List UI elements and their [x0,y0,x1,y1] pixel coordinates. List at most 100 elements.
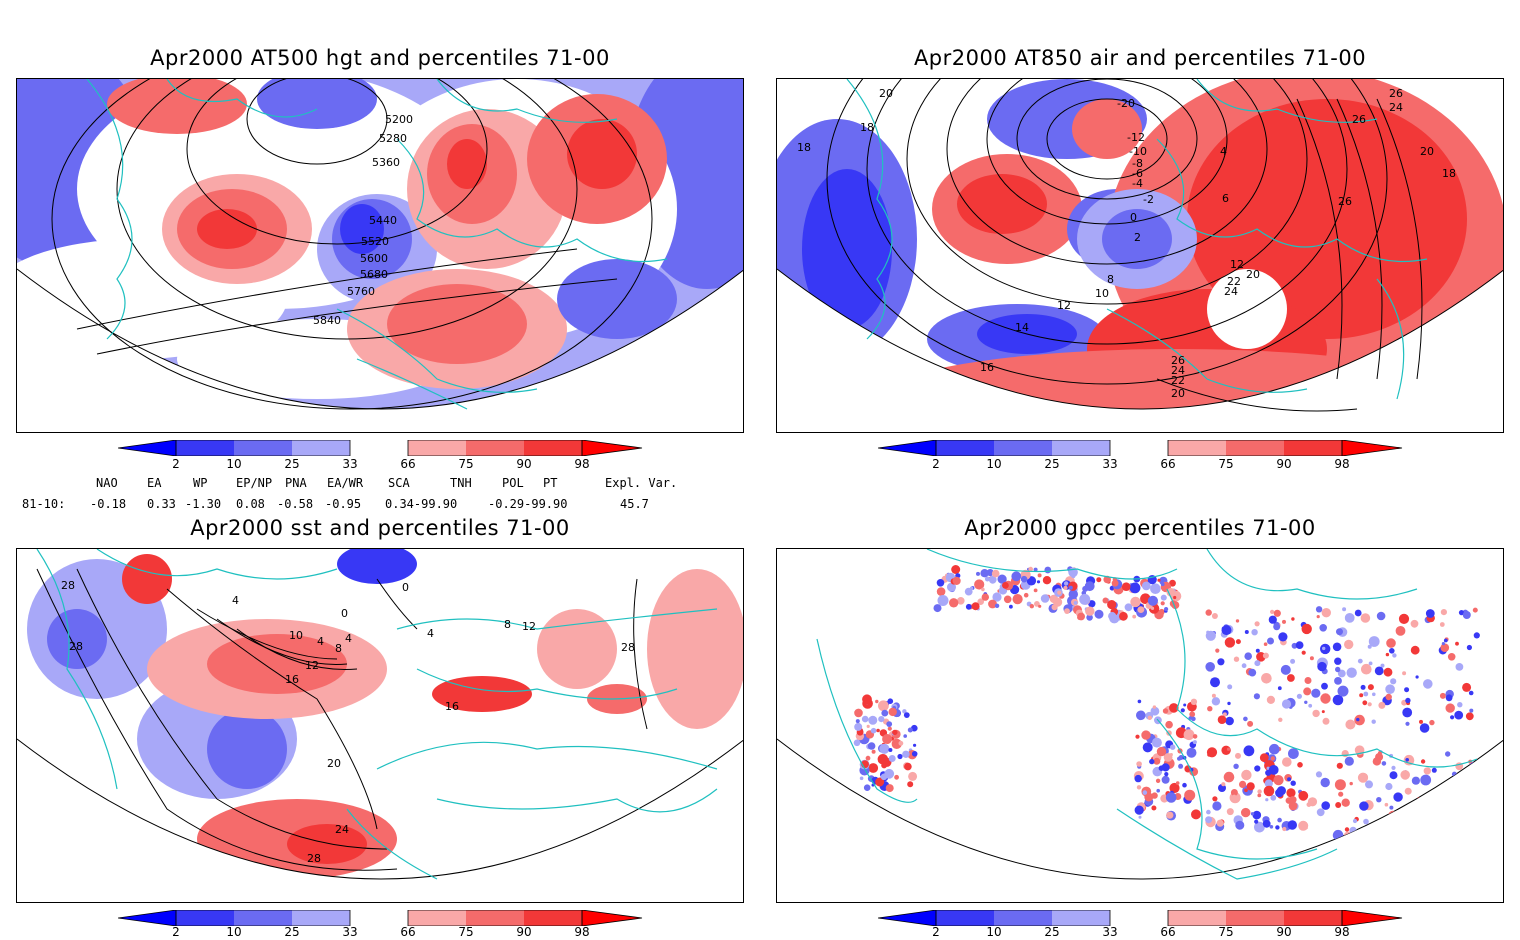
precip-anomaly-patch [1394,810,1403,818]
contour-label: 20 [327,757,341,770]
precip-anomaly-patch [1020,575,1028,583]
precip-anomaly-patch [1419,719,1423,724]
precip-anomaly-patch [1466,796,1473,803]
contour-label: 10 [1095,287,1109,300]
precip-anomaly-patch [1206,809,1211,815]
contour-label: -4 [1132,177,1143,190]
precip-anomaly-patch [888,755,896,762]
precip-anomaly-patch [1363,818,1369,825]
precip-anomaly-patch [903,734,907,738]
precip-anomaly-patch [1410,619,1419,628]
precip-anomaly-patch [878,716,885,723]
precip-anomaly-patch [1346,667,1357,678]
precip-anomaly-patch [1129,582,1141,594]
precip-anomaly-patch [1311,688,1321,698]
precip-anomaly-patch [1262,652,1269,659]
colorbar-label: 33 [342,925,358,939]
precip-anomaly-patch [1150,606,1155,610]
precip-anomaly-patch [1068,589,1078,599]
contour-label: 14 [1015,321,1029,334]
precip-anomaly-patch [1136,785,1142,790]
contour-label: 20 [1171,387,1185,400]
precip-anomaly-patch [868,715,878,725]
precip-anomaly-patch [1410,645,1420,655]
precip-anomaly-patch [951,565,961,574]
precip-anomaly-patch [902,709,907,714]
precip-anomaly-patch [1360,613,1371,623]
precip-anomaly-patch [1316,615,1320,619]
precip-anomaly-patch [1205,662,1215,672]
contour-label: 22 [1171,374,1185,387]
precip-anomaly-patch [1124,603,1133,612]
contour-label: 20 [1420,145,1434,158]
precip-anomaly-patch [1079,593,1091,605]
precip-anomaly-patch [1057,590,1062,595]
index-header: NAO EA WP EP/NP PNA EA/WR SCA TNH POL PT… [0,476,760,492]
precip-anomaly-patch [1389,771,1398,780]
precip-anomaly-patch [1077,612,1085,621]
precip-anomaly-patch [1102,597,1109,604]
precip-anomaly-patch [1044,566,1052,574]
precip-anomaly-patch [1264,779,1273,788]
precip-anomaly-patch [1399,831,1403,835]
precip-anomaly-patch [1257,789,1262,794]
precip-anomaly-patch [1269,743,1280,755]
precip-anomaly-patch [1224,637,1236,648]
precip-anomaly-patch [1435,803,1439,808]
precip-anomaly-patch [1119,611,1128,621]
precip-anomaly-patch [1275,825,1280,830]
contour-label: 24 [335,823,349,836]
precip-anomaly-patch [1157,578,1161,582]
precip-anomaly-patch [1367,644,1372,649]
precip-anomaly-patch [1359,773,1368,782]
precip-anomaly-patch [1295,641,1304,649]
precip-anomaly-patch [1411,776,1420,785]
precip-anomaly-patch [886,721,893,727]
precip-anomaly-patch [1086,614,1093,621]
precip-anomaly-patch [1150,706,1160,716]
precip-anomaly-patch [984,576,990,582]
precip-anomaly-patch [1417,829,1424,836]
colorbar-label: 90 [516,925,532,939]
precip-anomaly-patch [880,773,888,781]
precip-anomaly-patch [1232,794,1237,799]
map-panel-hgt: 5200 5280 5360 5440 5520 5600 5680 5760 … [16,78,744,433]
precip-anomaly-patch [1262,819,1271,828]
colorbar-label: 10 [986,925,1002,939]
precip-anomaly-patch [1270,794,1277,801]
precip-anomaly-patch [1287,777,1292,782]
precip-anomaly-patch [1282,757,1292,767]
precip-anomaly-patch [1096,577,1102,583]
contour-label: 24 [1389,101,1403,114]
colorbar-label: 10 [986,457,1002,471]
precip-anomaly-patch [1389,805,1394,810]
precip-anomaly-patch [1358,835,1363,840]
index-header-pol: POL [502,476,524,490]
map-air: 20 18 18 -20 -12 -10 -8 -6 -4 -2 0 2 4 6… [777,79,1503,412]
precip-anomaly-patch [1227,701,1231,706]
precip-anomaly-patch [1169,782,1180,794]
precip-anomaly-patch [1071,574,1076,579]
precip-anomaly-patch [1254,621,1260,627]
colorbar-hgt: 2 10 25 33 66 75 90 98 [117,439,644,474]
index-header-pt: PT [543,476,558,490]
precip-anomaly-patch [877,754,889,765]
colorbar-label: 75 [458,457,474,471]
contour-label: 5520 [361,235,389,248]
precip-anomaly-patch [1142,742,1153,753]
precip-anomaly-patch [1192,740,1197,745]
contour-label: 0 [402,581,409,594]
map-hgt: 5200 5280 5360 5440 5520 5600 5680 5760 … [17,79,743,410]
colorbar-label: 90 [1276,457,1292,471]
colorbar-label: 2 [932,457,940,471]
precip-anomaly-patch [1381,761,1387,766]
precip-anomaly-patch [1372,757,1382,766]
index-value-ea: 0.33 [147,497,176,511]
precip-anomaly-patch [1235,820,1245,830]
precip-anomaly-patch [1385,652,1390,657]
precip-anomaly-patch [1166,587,1176,597]
precip-anomaly-patch [1107,600,1117,610]
precip-anomaly-patch [1226,747,1231,751]
precip-anomaly-patch [1180,708,1185,713]
precip-anomaly-patch [1450,715,1455,720]
